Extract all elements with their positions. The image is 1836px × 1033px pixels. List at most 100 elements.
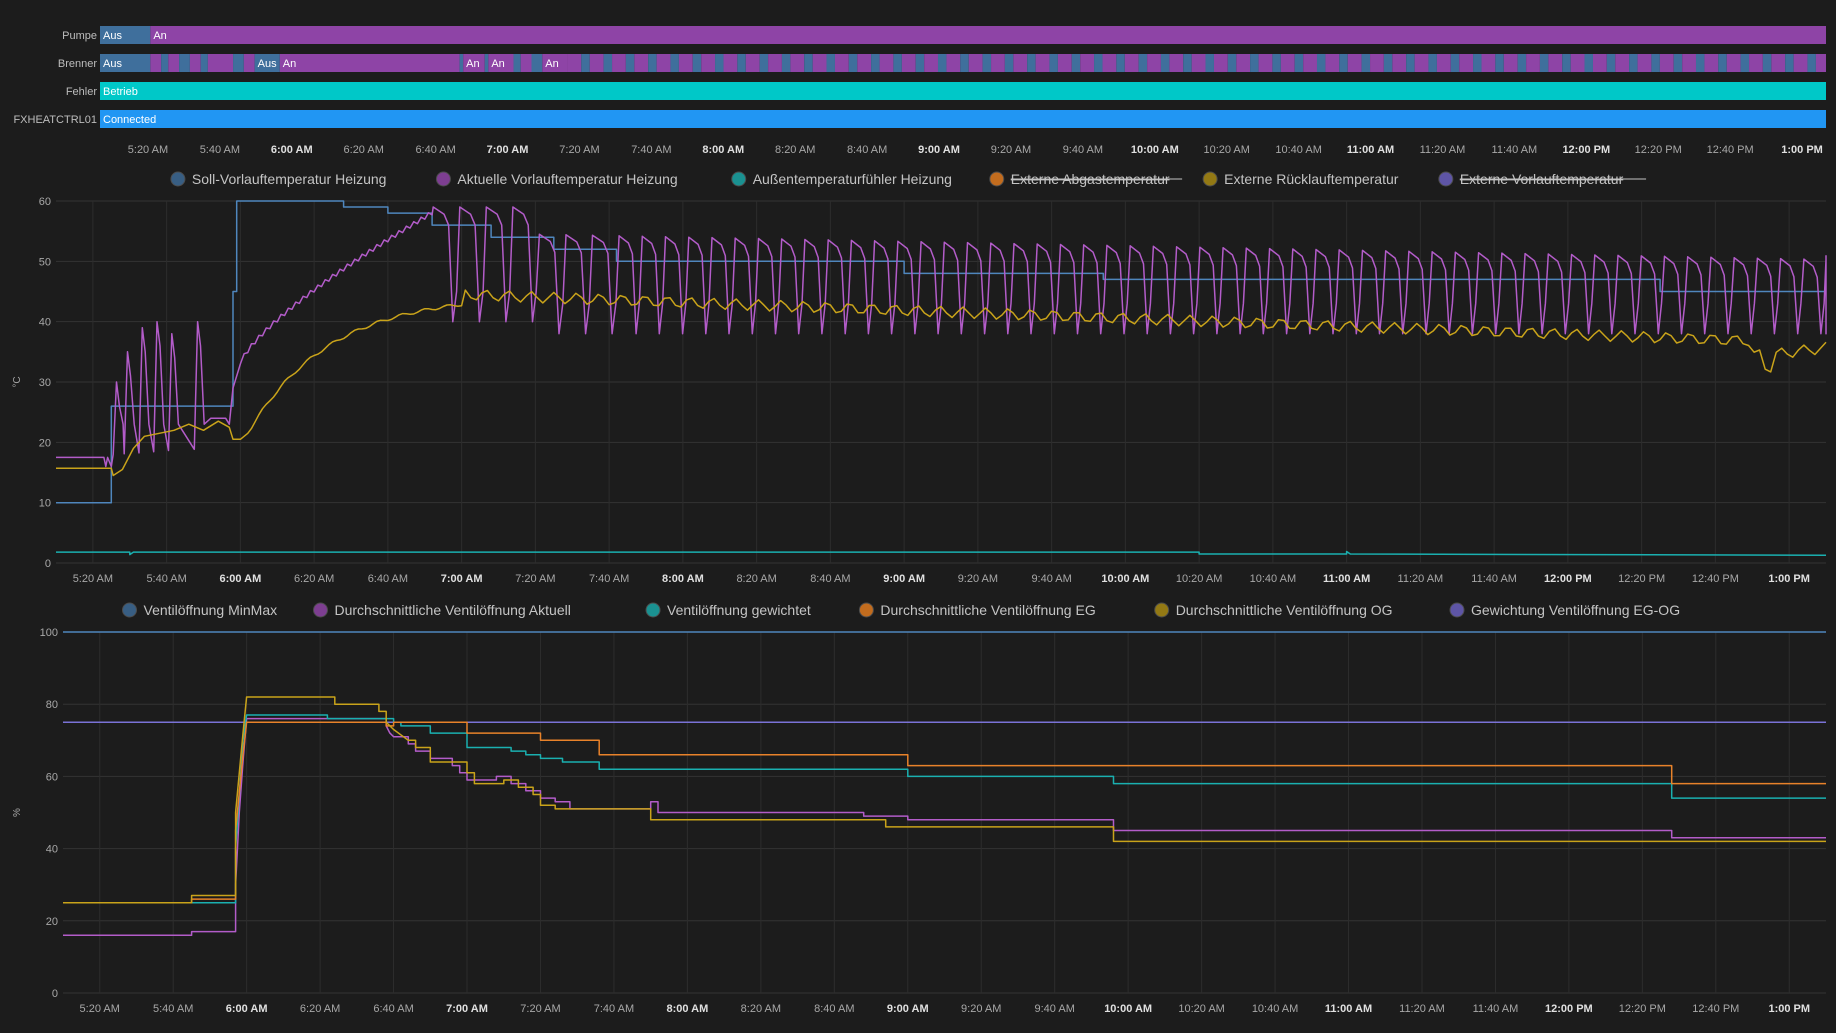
timeline-segment[interactable] bbox=[100, 54, 151, 72]
series-line-aktuelle-vorlauftemperatur-heizung[interactable] bbox=[56, 206, 1827, 468]
timeline-segment[interactable] bbox=[759, 54, 769, 72]
legend-item-ventil-ffnung-gewichtet[interactable]: Ventilöffnung gewichtet bbox=[645, 602, 811, 618]
timeline-segment[interactable] bbox=[279, 54, 460, 72]
timeline-segment[interactable] bbox=[648, 54, 657, 72]
timeline-segment[interactable] bbox=[924, 54, 938, 72]
timeline-segment[interactable] bbox=[1495, 54, 1504, 72]
timeline-segment[interactable] bbox=[968, 54, 983, 72]
timeline-segment[interactable] bbox=[1682, 54, 1696, 72]
temperature-legend[interactable]: Soll-Vorlauftemperatur Heizung Aktuelle V… bbox=[170, 171, 1647, 187]
timeline-segment[interactable] bbox=[1191, 54, 1206, 72]
timeline-segment[interactable] bbox=[768, 54, 782, 72]
series-line-durchschnittliche-ventil-ffnung-og[interactable] bbox=[63, 696, 1826, 904]
series-line-externe-r-cklauftemperatur[interactable] bbox=[56, 289, 1827, 477]
timeline-segment[interactable] bbox=[812, 54, 827, 72]
timeline-segment[interactable] bbox=[1205, 54, 1214, 72]
timeline-segment[interactable] bbox=[1793, 54, 1808, 72]
timeline-segment[interactable] bbox=[1517, 54, 1527, 72]
timeline-segment[interactable] bbox=[991, 54, 1005, 72]
timeline-segment[interactable] bbox=[1726, 54, 1741, 72]
timeline-segment[interactable] bbox=[1473, 54, 1482, 72]
timeline-segment[interactable] bbox=[463, 54, 485, 72]
timeline-segment[interactable] bbox=[1562, 54, 1571, 72]
timeline-segment[interactable] bbox=[1316, 54, 1326, 72]
timeline-segment[interactable] bbox=[1428, 54, 1437, 72]
timeline-segment[interactable] bbox=[804, 54, 813, 72]
timeline-segment[interactable] bbox=[520, 54, 532, 72]
timeline-segment[interactable] bbox=[834, 54, 849, 72]
timeline-segment[interactable] bbox=[1749, 54, 1763, 72]
legend-item-externe-abgastemperatur[interactable]: Externe Abgastemperatur bbox=[989, 171, 1183, 187]
timeline-segment[interactable] bbox=[871, 54, 880, 72]
timeline-segment[interactable] bbox=[1250, 54, 1259, 72]
timeline-segment[interactable] bbox=[1370, 54, 1384, 72]
timeline-segment[interactable] bbox=[1124, 54, 1139, 72]
timeline-segment[interactable] bbox=[1503, 54, 1518, 72]
timeline-segment[interactable] bbox=[982, 54, 992, 72]
timeline-segment[interactable] bbox=[901, 54, 916, 72]
timeline-segment[interactable] bbox=[1718, 54, 1727, 72]
timeline-segment[interactable] bbox=[848, 54, 858, 72]
timeline-segment[interactable] bbox=[1325, 54, 1340, 72]
timeline-segment[interactable] bbox=[1815, 54, 1826, 72]
timeline-segment[interactable] bbox=[1080, 54, 1095, 72]
timeline-segment[interactable] bbox=[1236, 54, 1251, 72]
timeline-segment[interactable] bbox=[1102, 54, 1117, 72]
timeline-segment[interactable] bbox=[1392, 54, 1407, 72]
timeline-segment[interactable] bbox=[1450, 54, 1460, 72]
timeline-segment[interactable] bbox=[857, 54, 872, 72]
timeline-segment[interactable] bbox=[1659, 54, 1674, 72]
timeline-segment[interactable] bbox=[1294, 54, 1304, 72]
legend-item-durchschnittliche-ventil-ffnung-eg[interactable]: Durchschnittliche Ventilöffnung EG bbox=[858, 602, 1096, 618]
timeline-segment[interactable] bbox=[1414, 54, 1429, 72]
timeline-segment[interactable] bbox=[1406, 54, 1415, 72]
timeline-segment[interactable] bbox=[1303, 54, 1317, 72]
timeline-segment[interactable] bbox=[1258, 54, 1273, 72]
timeline-segment[interactable] bbox=[893, 54, 902, 72]
timeline-segment[interactable] bbox=[1807, 54, 1816, 72]
timeline-segment[interactable] bbox=[1227, 54, 1237, 72]
timeline-segment[interactable] bbox=[1762, 54, 1772, 72]
timeline-segment[interactable] bbox=[1347, 54, 1362, 72]
timeline-segment[interactable] bbox=[670, 54, 679, 72]
timeline-segment[interactable] bbox=[625, 54, 635, 72]
timeline-segment[interactable] bbox=[826, 54, 835, 72]
timeline-segment[interactable] bbox=[612, 54, 626, 72]
timeline-segment[interactable] bbox=[1570, 54, 1585, 72]
timeline-segment[interactable] bbox=[678, 54, 693, 72]
timeline-segment[interactable] bbox=[168, 54, 180, 72]
timeline-segment[interactable] bbox=[790, 54, 805, 72]
timeline-segment[interactable] bbox=[100, 110, 1826, 128]
timeline-segment[interactable] bbox=[1459, 54, 1474, 72]
timeline-segment[interactable] bbox=[581, 54, 590, 72]
timeline-segment[interactable] bbox=[100, 82, 1826, 100]
timeline-segment[interactable] bbox=[100, 26, 151, 44]
timeline-segment[interactable] bbox=[1615, 54, 1630, 72]
legend-item-gewichtung-ventil-ffnung-eg-og[interactable]: Gewichtung Ventilöffnung EG-OG bbox=[1449, 602, 1680, 618]
legend-item-externe-vorlauftemperatur[interactable]: Externe Vorlauftemperatur bbox=[1438, 171, 1647, 187]
timeline-segment[interactable] bbox=[1013, 54, 1028, 72]
timeline-segment[interactable] bbox=[233, 54, 244, 72]
timeline-segment[interactable] bbox=[1539, 54, 1549, 72]
timeline-segment[interactable] bbox=[1584, 54, 1593, 72]
timeline-segment[interactable] bbox=[1481, 54, 1496, 72]
timeline-segment[interactable] bbox=[879, 54, 894, 72]
timeline-segment[interactable] bbox=[656, 54, 671, 72]
timeline-segment[interactable] bbox=[1339, 54, 1348, 72]
timeline-segment[interactable] bbox=[1771, 54, 1786, 72]
series-line-soll-vorlauftemperatur-heizung[interactable] bbox=[56, 200, 1826, 504]
timeline-segment[interactable] bbox=[542, 54, 568, 72]
timeline-segment[interactable] bbox=[161, 54, 169, 72]
timeline-segment[interactable] bbox=[531, 54, 543, 72]
timeline-segment[interactable] bbox=[1785, 54, 1794, 72]
timeline-segment[interactable] bbox=[1695, 54, 1705, 72]
timeline-segment[interactable] bbox=[1213, 54, 1228, 72]
timeline-segment[interactable] bbox=[715, 54, 724, 72]
timeline-segment[interactable] bbox=[1606, 54, 1616, 72]
timeline-segment[interactable] bbox=[1651, 54, 1660, 72]
timeline-segment[interactable] bbox=[1057, 54, 1072, 72]
timeline-segment[interactable] bbox=[254, 54, 280, 72]
legend-item-soll-vorlauftemperatur-heizung[interactable]: Soll-Vorlauftemperatur Heizung bbox=[170, 171, 387, 187]
timeline-segment[interactable] bbox=[1160, 54, 1170, 72]
timeline-segment[interactable] bbox=[1592, 54, 1607, 72]
